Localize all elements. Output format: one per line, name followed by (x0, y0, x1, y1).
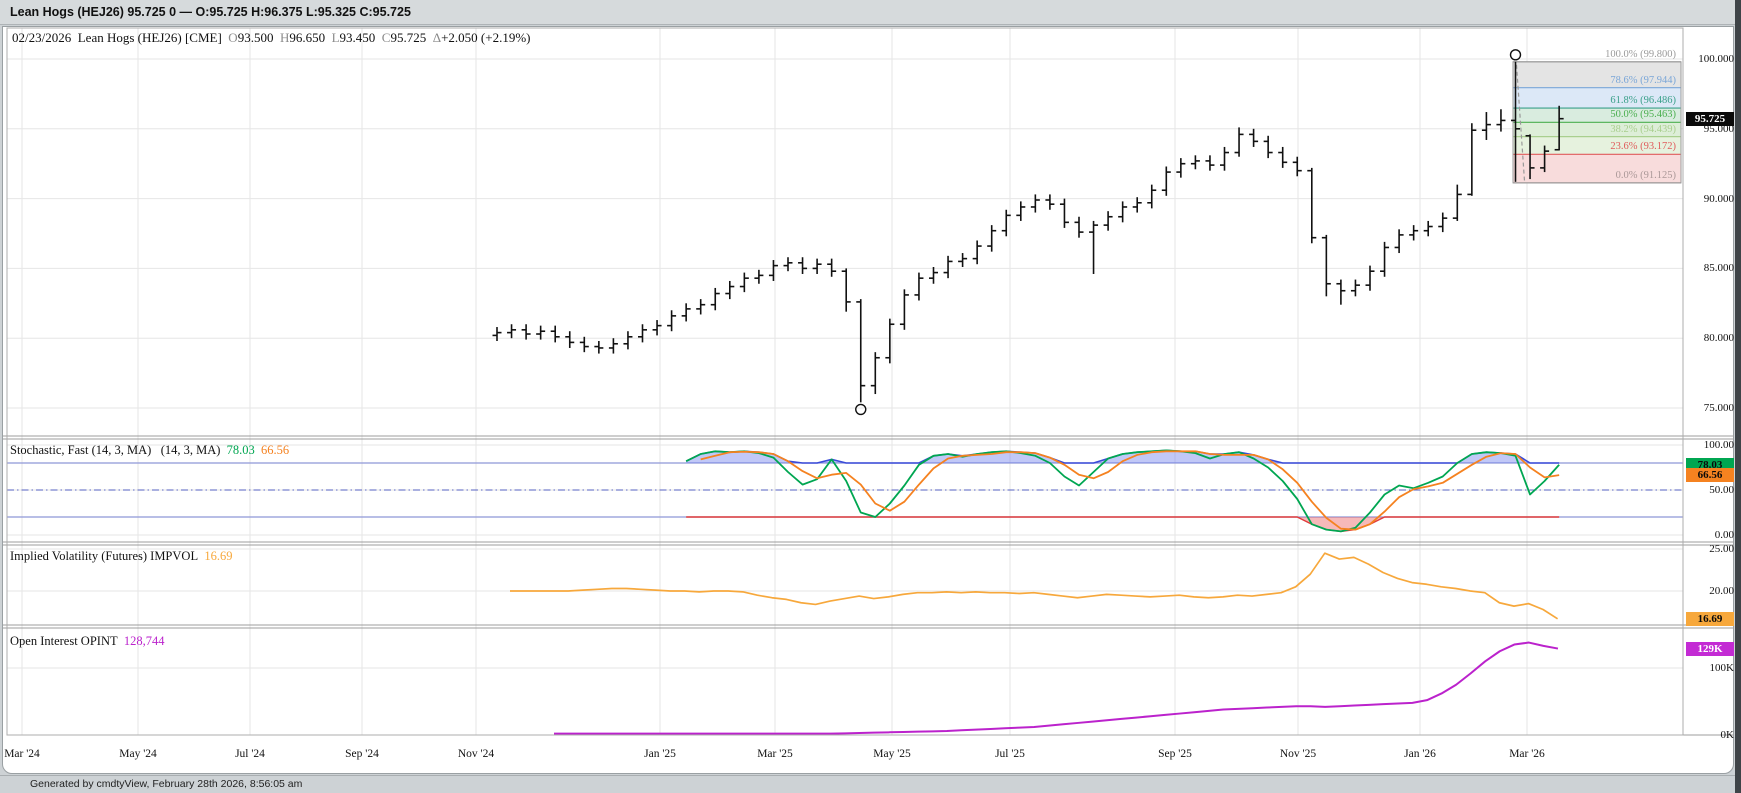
open-value: 93.500 (237, 30, 274, 45)
window-right-edge (1735, 0, 1741, 793)
impvol-study-name: Implied Volatility (Futures) IMPVOL (10, 549, 199, 563)
stochastic-axis-label: 0.00 (1714, 529, 1734, 541)
opint-axis-label: 0K (1720, 729, 1734, 741)
quote-title: Lean Hogs (HEJ26) 95.725 0 — O:95.725 H:… (10, 5, 411, 19)
price-axis-label: 85.000 (1703, 262, 1734, 275)
x-axis-label: Jul '25 (995, 748, 1025, 760)
stochastic-study-params: (14, 3, MA) (160, 443, 221, 457)
x-axis-label: Jul '24 (235, 748, 265, 760)
opint-value: 128,744 (123, 634, 165, 648)
header-date: 02/23/2026 (12, 30, 72, 45)
fib-level-label: 0.0% (91.125) (1615, 169, 1676, 181)
stochastic-axis-label: 50.00 (1709, 484, 1734, 496)
x-axis-label: Nov '24 (457, 748, 495, 760)
stochastic-k-value: 78.03 (226, 443, 255, 457)
impvol-axis-label: 25.00 (1709, 543, 1734, 555)
ohlc-header: 02/23/2026 Lean Hogs (HEJ26) [CME] O93.5… (12, 30, 530, 46)
header-instrument: Lean Hogs (HEJ26) [CME] (77, 30, 222, 45)
price-axis-label: 75.000 (1703, 402, 1734, 414)
fib-level-label: 38.2% (94.439) (1610, 123, 1676, 135)
fib-level-label: 100.0% (99.800) (1605, 48, 1676, 60)
opint-axis-label: 100K (1709, 662, 1734, 674)
x-axis-label: May '24 (119, 748, 157, 760)
impvol-badge: 16.69 (1686, 611, 1734, 626)
high-label: H (279, 30, 290, 45)
fib-level-label: 23.6% (93.172) (1610, 141, 1676, 153)
stochastic-study-name: Stochastic, Fast (14, 3, MA) (10, 443, 152, 457)
fib-level-label: 50.0% (95.463) (1610, 109, 1676, 121)
opint-badge: 129K (1686, 641, 1734, 656)
impvol-panel-label: Implied Volatility (Futures) IMPVOL 16.6… (10, 549, 232, 564)
delta-icon: Δ (432, 30, 442, 45)
last-price-badge: 95.725 (1686, 111, 1734, 126)
chart-container[interactable] (2, 26, 1734, 774)
impvol-value: 16.69 (204, 549, 233, 563)
price-axis-label: 90.000 (1703, 192, 1734, 205)
stochastic-panel-label: Stochastic, Fast (14, 3, MA) (14, 3, MA)… (10, 443, 289, 458)
low-label: L (331, 30, 340, 45)
price-axis-label: 95.000 (1703, 122, 1734, 135)
opint-panel-label: Open Interest OPINT 128,744 (10, 634, 165, 649)
price-axis-label: 80.000 (1703, 332, 1734, 345)
x-axis-label: Mar '25 (757, 748, 793, 760)
x-axis-label: Jan '26 (1404, 748, 1436, 760)
generated-by-text: Generated by cmdtyView, February 28th 20… (30, 778, 303, 790)
close-label: C (381, 30, 391, 45)
x-axis-label: Sep '24 (345, 748, 379, 760)
x-axis-label: Mar '26 (1509, 748, 1545, 760)
stochastic-axis-label: 100.00 (1703, 439, 1734, 451)
x-axis-label: Jan '25 (644, 748, 676, 760)
close-value: 95.725 (390, 30, 427, 45)
x-axis-label: Sep '25 (1158, 748, 1192, 760)
price-axis-label: 100.000 (1698, 53, 1734, 65)
fib-level-label: 78.6% (97.944) (1610, 74, 1676, 86)
x-axis-label: Mar '24 (4, 748, 40, 760)
open-label: O (228, 30, 238, 45)
window-title-bar: Lean Hogs (HEJ26) 95.725 0 — O:95.725 H:… (0, 0, 1741, 25)
impvol-axis-label: 20.00 (1709, 585, 1734, 597)
opint-study-name: Open Interest OPINT (10, 634, 118, 648)
fib-level-label: 61.8% (96.486) (1610, 95, 1676, 107)
stochastic-d-value: 66.56 (261, 443, 290, 457)
x-axis-label: May '25 (873, 748, 911, 760)
x-axis-label: Nov '25 (1279, 748, 1317, 760)
low-value: 93.450 (339, 30, 376, 45)
status-bar: Generated by cmdtyView, February 28th 20… (0, 775, 1741, 793)
stochastic-d-badge: 66.56 (1686, 468, 1734, 483)
high-value: 96.650 (289, 30, 326, 45)
delta-value: +2.050 (+2.19%) (441, 30, 531, 45)
